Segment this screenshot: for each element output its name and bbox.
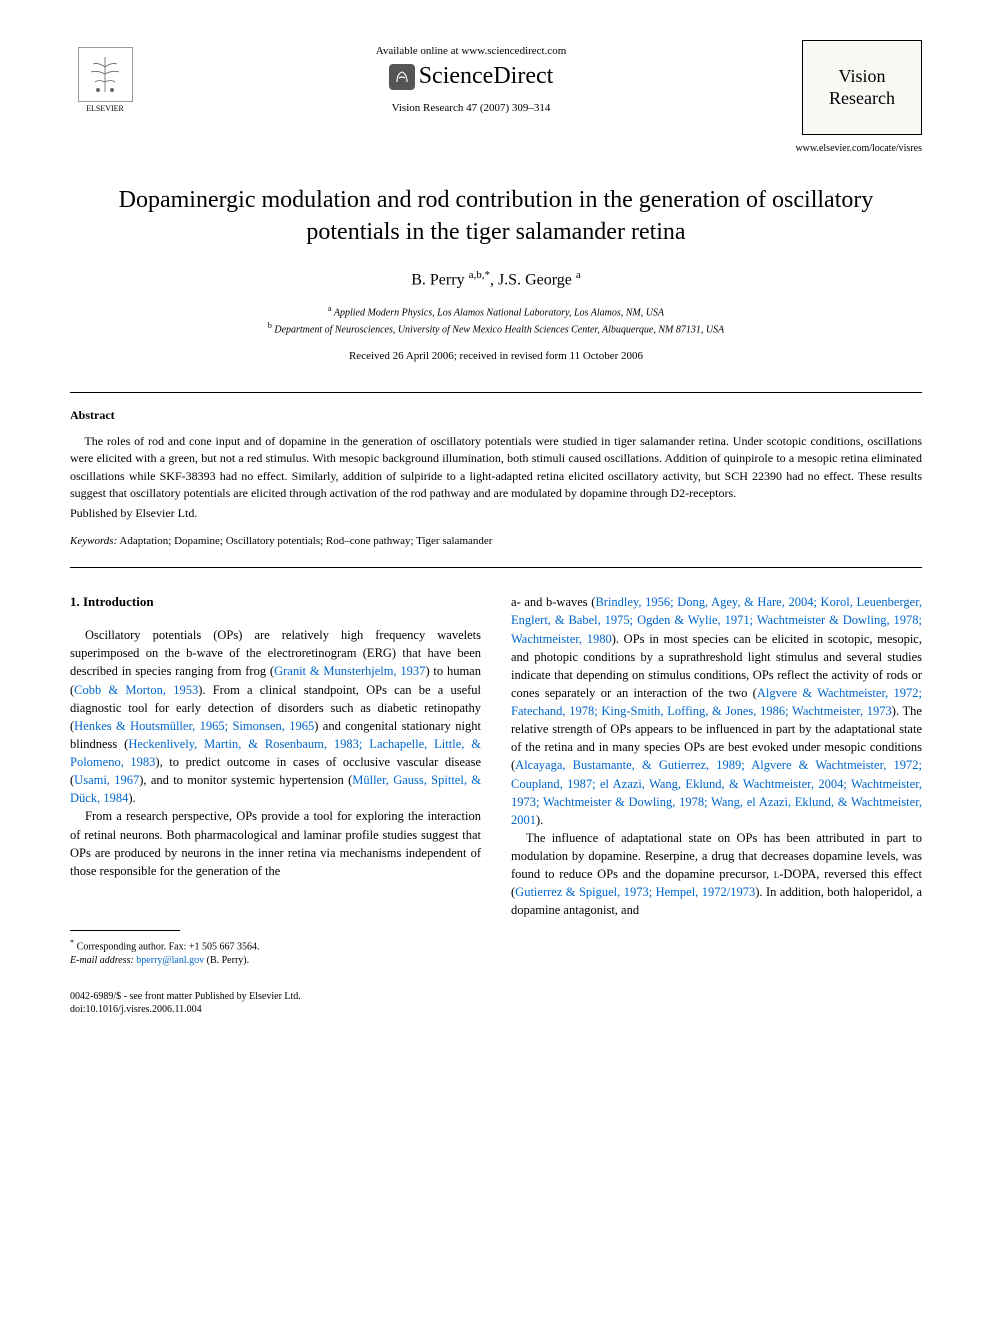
footnote-corr: * Corresponding author. Fax: +1 505 667 … — [70, 937, 481, 954]
ref-link[interactable]: Henkes & Houtsmüller, 1965; Simonsen, 19… — [74, 719, 314, 733]
ref-link[interactable]: Cobb & Morton, 1953 — [74, 683, 198, 697]
journal-reference: Vision Research 47 (2007) 309–314 — [140, 102, 802, 114]
column-left: 1. Introduction Oscillatory potentials (… — [70, 593, 481, 1016]
body-columns: 1. Introduction Oscillatory potentials (… — [70, 593, 922, 1016]
ref-link[interactable]: Granit & Munsterhjelm, 1937 — [274, 664, 425, 678]
ref-link[interactable]: Alcayaga, Bustamante, & Gutierrez, 1989;… — [511, 758, 922, 826]
keywords-text: Adaptation; Dopamine; Oscillatory potent… — [119, 535, 492, 547]
intro-p3: The influence of adaptational state on O… — [511, 829, 922, 920]
ref-link[interactable]: Usami, 1967 — [74, 773, 139, 787]
abstract-text: The roles of rod and cone input and of d… — [70, 433, 922, 503]
footer-line1: 0042-6989/$ - see front matter Published… — [70, 990, 481, 1003]
sciencedirect-logo: ScienceDirect — [140, 63, 802, 90]
affiliations: a Applied Modern Physics, Los Alamos Nat… — [70, 303, 922, 338]
journal-cover-box: Vision Research — [802, 40, 922, 135]
elsevier-tree-icon — [78, 47, 133, 102]
article-title: Dopaminergic modulation and rod contribu… — [70, 184, 922, 249]
affiliation-b: b Department of Neurosciences, Universit… — [70, 320, 922, 337]
footnote-email: E-mail address: bperry@lanl.gov (B. Perr… — [70, 954, 481, 968]
sciencedirect-text: ScienceDirect — [419, 63, 554, 90]
footnote-separator — [70, 930, 180, 931]
available-online-text: Available online at www.sciencedirect.co… — [140, 45, 802, 57]
elsevier-logo: ELSEVIER — [70, 40, 140, 120]
footer-doi: doi:10.1016/j.visres.2006.11.004 — [70, 1003, 481, 1016]
journal-box-container: Vision Research — [802, 40, 922, 135]
keywords: Keywords: Adaptation; Dopamine; Oscillat… — [70, 535, 922, 547]
email-link[interactable]: bperry@lanl.gov — [136, 955, 204, 966]
rule-top — [70, 392, 922, 393]
ref-link[interactable]: Gutierrez & Spiguel, 1973; Hempel, 1972/… — [515, 885, 755, 899]
intro-p1-cont: a- and b-waves (Brindley, 1956; Dong, Ag… — [511, 593, 922, 829]
section-1-heading: 1. Introduction — [70, 593, 481, 612]
keywords-label: Keywords: — [70, 535, 117, 547]
intro-p2: From a research perspective, OPs provide… — [70, 807, 481, 880]
affiliation-a: a Applied Modern Physics, Los Alamos Nat… — [70, 303, 922, 320]
header-row: ELSEVIER Available online at www.science… — [70, 40, 922, 135]
corresponding-author-footnote: * Corresponding author. Fax: +1 505 667 … — [70, 937, 481, 968]
journal-name-line2: Research — [829, 88, 895, 110]
article-dates: Received 26 April 2006; received in revi… — [70, 350, 922, 362]
journal-name-line1: Vision — [839, 66, 886, 88]
abstract-heading: Abstract — [70, 408, 922, 423]
column-right: a- and b-waves (Brindley, 1956; Dong, Ag… — [511, 593, 922, 1016]
authors: B. Perry a,b,*, J.S. George a — [70, 269, 922, 289]
footer-meta: 0042-6989/$ - see front matter Published… — [70, 990, 481, 1016]
rule-bottom — [70, 567, 922, 568]
intro-p1: Oscillatory potentials (OPs) are relativ… — [70, 626, 481, 807]
elsevier-label: ELSEVIER — [86, 104, 124, 113]
journal-url[interactable]: www.elsevier.com/locate/visres — [70, 143, 922, 154]
header-center: Available online at www.sciencedirect.co… — [140, 40, 802, 114]
published-by: Published by Elsevier Ltd. — [70, 506, 922, 521]
sciencedirect-icon — [389, 64, 415, 90]
